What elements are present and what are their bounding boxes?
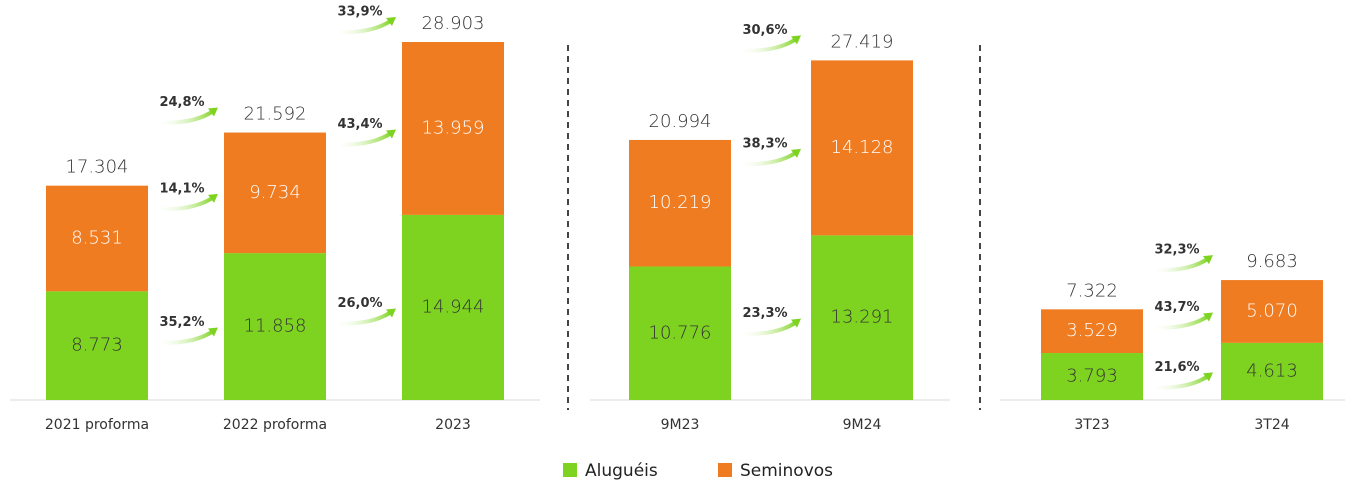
total-label: 7.322 bbox=[1066, 280, 1118, 301]
growth-arrow bbox=[332, 309, 394, 326]
total-label: 17.304 bbox=[66, 157, 129, 178]
growth-label: 14,1% bbox=[159, 181, 204, 196]
x-tick-label: 2022 proforma bbox=[223, 417, 327, 433]
value-label: 13.959 bbox=[422, 117, 485, 138]
total-label: 21.592 bbox=[244, 104, 307, 125]
x-tick-label: 9M23 bbox=[661, 417, 700, 433]
growth-arrow bbox=[154, 194, 216, 212]
value-label: 10.219 bbox=[649, 192, 712, 213]
growth-label: 32,3% bbox=[1154, 243, 1199, 258]
legend-label: Seminovos bbox=[740, 461, 833, 481]
value-label: 8.531 bbox=[71, 228, 123, 249]
growth-arrow bbox=[332, 18, 394, 35]
bar-segment bbox=[1041, 353, 1143, 400]
growth-label: 24,8% bbox=[159, 95, 204, 110]
bar-segment bbox=[46, 291, 148, 400]
value-label: 14.128 bbox=[831, 137, 894, 158]
bar-segment bbox=[1221, 342, 1323, 400]
bar-segment bbox=[1221, 280, 1323, 343]
growth-label: 43,4% bbox=[337, 117, 382, 132]
value-label: 5.070 bbox=[1246, 300, 1298, 321]
growth-arrowhead bbox=[208, 193, 218, 203]
value-label: 8.773 bbox=[71, 335, 123, 356]
growth-label: 35,2% bbox=[159, 315, 204, 330]
growth-arrow bbox=[737, 36, 799, 53]
value-label: 9.734 bbox=[249, 182, 301, 203]
bar-segment bbox=[1041, 309, 1143, 354]
value-label: 13.291 bbox=[831, 307, 894, 328]
growth-arrow bbox=[1149, 256, 1211, 273]
total-label: 27.419 bbox=[831, 31, 894, 52]
legend-swatch bbox=[718, 463, 732, 477]
growth-arrowhead bbox=[208, 107, 218, 117]
growth-arrowhead bbox=[208, 327, 218, 337]
growth-label: 30,6% bbox=[742, 23, 787, 38]
bar-segment bbox=[46, 185, 148, 292]
bar-segment bbox=[402, 214, 504, 400]
growth-arrow bbox=[737, 319, 799, 336]
legend-swatch bbox=[563, 463, 577, 477]
growth-arrow bbox=[154, 108, 216, 125]
x-tick-label: 3T23 bbox=[1074, 417, 1109, 433]
value-label: 14.944 bbox=[422, 296, 485, 317]
growth-label: 38,3% bbox=[742, 136, 787, 151]
x-tick-label: 2023 bbox=[435, 417, 471, 433]
growth-arrow bbox=[737, 149, 799, 167]
bar-segment bbox=[224, 132, 326, 254]
value-label: 3.793 bbox=[1066, 366, 1118, 387]
bar-segment bbox=[629, 139, 731, 267]
value-label: 3.529 bbox=[1066, 320, 1118, 341]
growth-arrow bbox=[1149, 373, 1211, 390]
bar-segment bbox=[629, 266, 731, 400]
value-label: 10.776 bbox=[649, 322, 712, 343]
growth-arrowhead bbox=[1203, 372, 1213, 382]
bar-segment bbox=[224, 253, 326, 400]
growth-arrowhead bbox=[1203, 312, 1213, 322]
growth-arrow bbox=[1149, 313, 1211, 330]
growth-arrowhead bbox=[386, 17, 396, 26]
total-label: 9.683 bbox=[1246, 251, 1298, 272]
bar-segment bbox=[811, 235, 913, 400]
bar-segment bbox=[402, 42, 504, 215]
value-label: 4.613 bbox=[1246, 360, 1298, 381]
x-tick-label: 3T24 bbox=[1254, 417, 1289, 433]
total-label: 28.903 bbox=[422, 13, 485, 34]
growth-label: 23,3% bbox=[742, 306, 787, 321]
growth-arrow bbox=[154, 328, 216, 345]
growth-arrowhead bbox=[386, 129, 396, 139]
growth-arrow bbox=[332, 130, 394, 147]
value-label: 11.858 bbox=[244, 316, 307, 337]
growth-arrowhead bbox=[791, 148, 801, 158]
growth-label: 26,0% bbox=[337, 296, 382, 311]
growth-label: 33,9% bbox=[337, 5, 382, 20]
growth-arrowhead bbox=[386, 308, 396, 318]
total-label: 20.994 bbox=[649, 111, 712, 132]
legend-label: Aluguéis bbox=[585, 461, 658, 481]
growth-label: 21,6% bbox=[1154, 360, 1199, 375]
growth-label: 43,7% bbox=[1154, 300, 1199, 315]
bar-segment bbox=[811, 60, 913, 236]
growth-arrowhead bbox=[791, 318, 801, 328]
x-tick-label: 2021 proforma bbox=[45, 417, 149, 433]
growth-arrowhead bbox=[791, 35, 801, 45]
x-tick-label: 9M24 bbox=[843, 417, 882, 433]
growth-arrowhead bbox=[1203, 255, 1213, 265]
